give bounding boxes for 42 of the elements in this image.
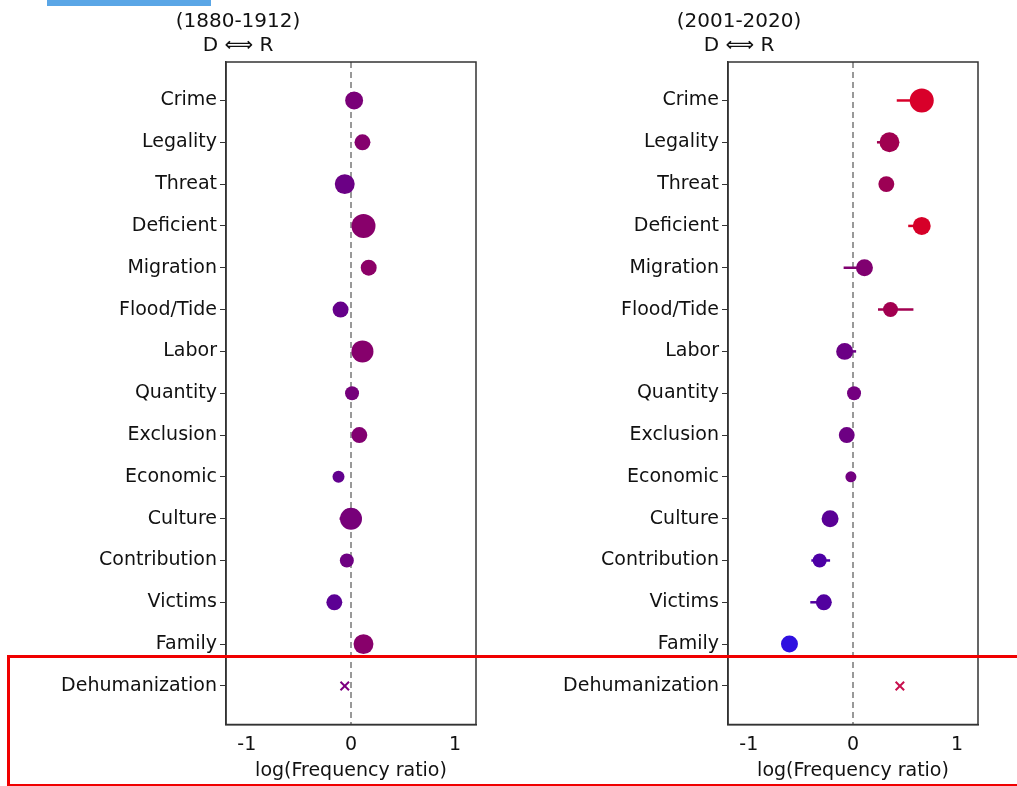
x-tick-label: 1 bbox=[449, 731, 462, 754]
x-tick-label: -1 bbox=[237, 731, 257, 754]
y-tick-label: Family bbox=[657, 631, 719, 654]
chart-subtitle: D ⟺ R bbox=[703, 32, 775, 57]
y-tick-label: Labor bbox=[163, 338, 218, 361]
y-tick-label: Culture bbox=[147, 505, 217, 528]
y-tick-label: Crime bbox=[662, 87, 719, 110]
y-tick-label: Dehumanization bbox=[61, 672, 217, 695]
chart-title: (2001-2020) bbox=[676, 8, 802, 33]
y-tick-label: Migration bbox=[629, 254, 719, 277]
y-tick-label: Deficient bbox=[131, 212, 217, 235]
y-tick-label: Threat bbox=[656, 171, 719, 194]
y-tick-label: Crime bbox=[160, 87, 217, 110]
y-tick-label: Contribution bbox=[99, 547, 217, 570]
y-tick-label: Victims bbox=[649, 589, 719, 612]
x-tick-label: 1 bbox=[951, 731, 964, 754]
y-tick-label: Legality bbox=[142, 129, 217, 152]
y-tick-label: Migration bbox=[127, 254, 217, 277]
y-tick-label: Exclusion bbox=[127, 421, 217, 444]
y-tick-label: Quantity bbox=[636, 380, 719, 403]
y-tick-label: Labor bbox=[665, 338, 720, 361]
y-tick-label: Flood/Tide bbox=[621, 296, 719, 319]
x-tick-label: 0 bbox=[846, 731, 860, 754]
y-tick-label: Quantity bbox=[134, 380, 217, 403]
x-axis-title: log(Frequency ratio) bbox=[255, 757, 447, 780]
y-tick-label: Family bbox=[155, 631, 217, 654]
chart-title: (1880-1912) bbox=[175, 8, 301, 33]
y-tick-label: Economic bbox=[125, 463, 217, 486]
y-tick-label: Contribution bbox=[601, 547, 719, 570]
chart-subtitle: D ⟺ R bbox=[202, 32, 274, 57]
y-tick-label: Culture bbox=[649, 505, 719, 528]
y-tick-label: Exclusion bbox=[629, 421, 719, 444]
y-tick-label: Dehumanization bbox=[563, 672, 719, 695]
y-tick-label: Victims bbox=[147, 589, 217, 612]
x-axis-title: log(Frequency ratio) bbox=[757, 757, 949, 780]
y-tick-label: Threat bbox=[154, 171, 217, 194]
x-tick-label: -1 bbox=[739, 731, 759, 754]
y-tick-label: Flood/Tide bbox=[119, 296, 217, 319]
x-tick-label: 0 bbox=[344, 731, 358, 754]
y-tick-label: Legality bbox=[644, 129, 719, 152]
y-tick-label: Deficient bbox=[633, 212, 719, 235]
y-tick-label: Economic bbox=[627, 463, 719, 486]
